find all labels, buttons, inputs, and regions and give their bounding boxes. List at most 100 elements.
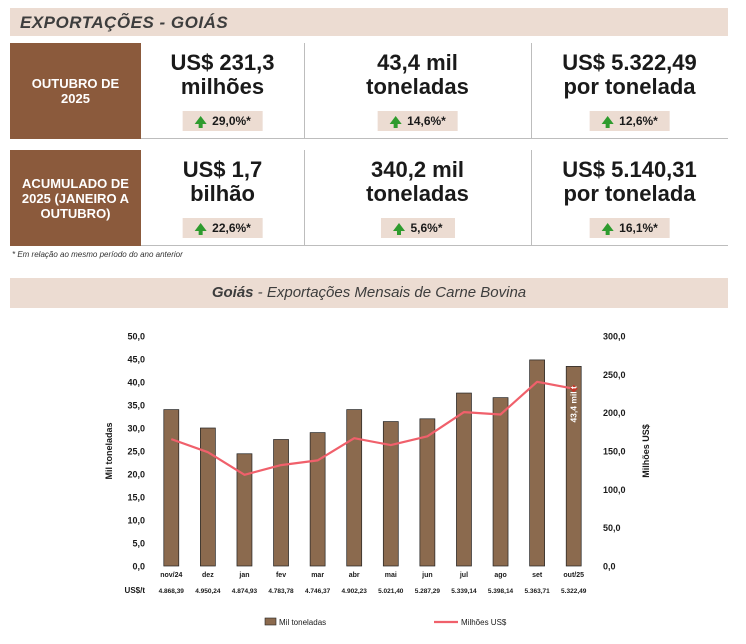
price-row-value: 4.868,39 bbox=[159, 588, 185, 595]
kpi-value-line2: milhões bbox=[180, 74, 265, 99]
kpi-value-accumulated: US$ 1,7 bilhão 22,6%* bbox=[141, 150, 304, 246]
change-badge: 14,6%* bbox=[377, 111, 458, 131]
change-badge: 16,1%* bbox=[589, 218, 670, 238]
bar-annotation-label: 43,4 mil t bbox=[569, 386, 579, 423]
divider bbox=[304, 43, 305, 139]
chart-title: Goiás - Exportações Mensais de Carne Bov… bbox=[211, 284, 527, 301]
price-row-value: 4.874,93 bbox=[232, 588, 258, 595]
kpi-value-line1: US$ 1,7 bbox=[182, 157, 263, 182]
y-right-tick-label: 200,0 bbox=[603, 408, 626, 418]
bar-mil-toneladas bbox=[346, 409, 363, 567]
x-tick-label: fev bbox=[276, 572, 286, 579]
arrow-up-icon bbox=[194, 223, 207, 235]
kpi-price-line1: US$ 5.140,31 bbox=[562, 157, 697, 182]
x-tick-label: out/25 bbox=[563, 572, 584, 579]
line-last-point-marker bbox=[569, 384, 578, 393]
row-label-october: OUTUBRO DE 2025 bbox=[10, 43, 141, 139]
x-tick-label: abr bbox=[349, 572, 360, 579]
x-tick-label: jul bbox=[459, 572, 468, 579]
arrow-up-icon bbox=[392, 223, 405, 235]
line-milhoes-usd bbox=[170, 380, 574, 476]
y-left-axis-title: Mil toneladas bbox=[104, 422, 114, 479]
change-badge: 22,6%* bbox=[182, 218, 263, 238]
x-tick-label: dez bbox=[202, 572, 214, 579]
y-left-tick-label: 40,0 bbox=[127, 378, 145, 388]
x-tick-label: nov/24 bbox=[160, 572, 182, 579]
price-row-label: US$/t bbox=[125, 586, 146, 595]
kpi-volume-line1: 340,2 mil bbox=[371, 157, 464, 182]
x-tick-label: set bbox=[532, 572, 543, 579]
row-label-accumulated: ACUMULADO DE 2025 (JANEIRO A OUTUBRO) bbox=[10, 150, 141, 246]
price-row-value: 5.339,14 bbox=[451, 588, 477, 595]
divider bbox=[531, 150, 532, 246]
y-right-tick-label: 250,0 bbox=[603, 370, 626, 380]
kpi-value-line2: bilhão bbox=[190, 181, 255, 206]
bar-mil-toneladas bbox=[492, 397, 509, 567]
y-left-tick-label: 10,0 bbox=[127, 516, 145, 526]
bar-mil-toneladas bbox=[163, 409, 180, 567]
x-tick-label: mar bbox=[311, 572, 324, 579]
price-row-value: 4.783,78 bbox=[268, 588, 294, 595]
y-right-tick-label: 300,0 bbox=[603, 332, 626, 342]
kpi-value-line1: US$ 231,3 bbox=[170, 50, 275, 75]
price-row-value: 4.902,23 bbox=[342, 588, 368, 595]
price-row-value: 5.322,49 bbox=[561, 588, 587, 595]
bar-mil-toneladas bbox=[565, 366, 582, 567]
bar-mil-toneladas bbox=[273, 439, 289, 567]
bar-mil-toneladas bbox=[200, 427, 216, 567]
price-row-value: 5.363,71 bbox=[524, 588, 550, 595]
price-row-value: 5.021,40 bbox=[378, 588, 404, 595]
divider bbox=[531, 43, 532, 139]
y-right-axis-title: Milhões US$ bbox=[641, 424, 651, 478]
kpi-volume-line2: toneladas bbox=[366, 181, 469, 206]
y-left-tick-label: 35,0 bbox=[127, 401, 145, 411]
bar-mil-toneladas bbox=[382, 421, 399, 567]
x-tick-label: jan bbox=[238, 572, 249, 579]
kpi-row-accumulated: ACUMULADO DE 2025 (JANEIRO A OUTUBRO) US… bbox=[10, 150, 728, 246]
arrow-up-icon bbox=[601, 223, 614, 235]
kpi-volume-line1: 43,4 mil bbox=[377, 50, 458, 75]
legend-label-line: Milhões US$ bbox=[461, 618, 507, 627]
kpi-price-accumulated: US$ 5.140,31 por tonelada 16,1%* bbox=[531, 150, 728, 246]
chart-title-bar: Goiás - Exportações Mensais de Carne Bov… bbox=[10, 278, 728, 308]
change-badge: 29,0%* bbox=[182, 111, 263, 131]
kpi-volume-accumulated: 340,2 mil toneladas 5,6%* bbox=[304, 150, 531, 246]
kpi-volume-october: 43,4 mil toneladas 14,6%* bbox=[304, 43, 531, 139]
y-right-tick-label: 50,0 bbox=[603, 523, 621, 533]
y-left-tick-label: 30,0 bbox=[127, 424, 145, 434]
price-row-value: 5.287,29 bbox=[415, 588, 441, 595]
y-right-tick-label: 0,0 bbox=[603, 562, 616, 572]
arrow-up-icon bbox=[389, 116, 402, 128]
kpi-price-october: US$ 5.322,49 por tonelada 12,6%* bbox=[531, 43, 728, 139]
kpi-volume-line2: toneladas bbox=[366, 74, 469, 99]
divider bbox=[304, 150, 305, 246]
kpi-value-october: US$ 231,3 milhões 29,0%* bbox=[141, 43, 304, 139]
price-row-value: 4.950,24 bbox=[195, 588, 221, 595]
footnote: * Em relação ao mesmo período do ano ant… bbox=[12, 250, 183, 259]
kpi-price-line2: por tonelada bbox=[563, 74, 696, 99]
arrow-up-icon bbox=[194, 116, 207, 128]
x-tick-label: mai bbox=[385, 572, 397, 579]
y-left-tick-label: 45,0 bbox=[127, 355, 145, 365]
change-badge: 12,6%* bbox=[589, 111, 670, 131]
bar-mil-toneladas bbox=[236, 453, 253, 567]
row-bottom-border bbox=[141, 245, 728, 246]
y-left-tick-label: 50,0 bbox=[127, 332, 145, 342]
legend-swatch-bar bbox=[264, 617, 277, 626]
arrow-up-icon bbox=[601, 116, 614, 128]
chart: 0,0 5,0 10,0 15,0 20,0 25,0 30,0 35,0 40,0 45,0 50… bbox=[104, 332, 651, 628]
y-left-tick-label: 5,0 bbox=[132, 539, 145, 549]
bar-mil-toneladas bbox=[419, 418, 436, 567]
kpi-row-october: OUTUBRO DE 2025 US$ 231,3 milhões 29,0%*… bbox=[10, 43, 728, 139]
y-left-tick-label: 15,0 bbox=[127, 493, 145, 503]
y-left-tick-label: 0,0 bbox=[132, 562, 145, 572]
legend-label-bar: Mil toneladas bbox=[279, 618, 326, 627]
kpi-price-line2: por tonelada bbox=[563, 181, 696, 206]
bar-mil-toneladas bbox=[529, 359, 545, 567]
bar-mil-toneladas bbox=[309, 432, 326, 567]
page-title-bar: EXPORTAÇÕES - GOIÁS bbox=[10, 8, 728, 36]
row-bottom-border bbox=[141, 138, 728, 139]
x-tick-label: ago bbox=[494, 572, 506, 579]
change-badge: 5,6%* bbox=[380, 218, 455, 238]
y-left-tick-label: 20,0 bbox=[127, 470, 145, 480]
